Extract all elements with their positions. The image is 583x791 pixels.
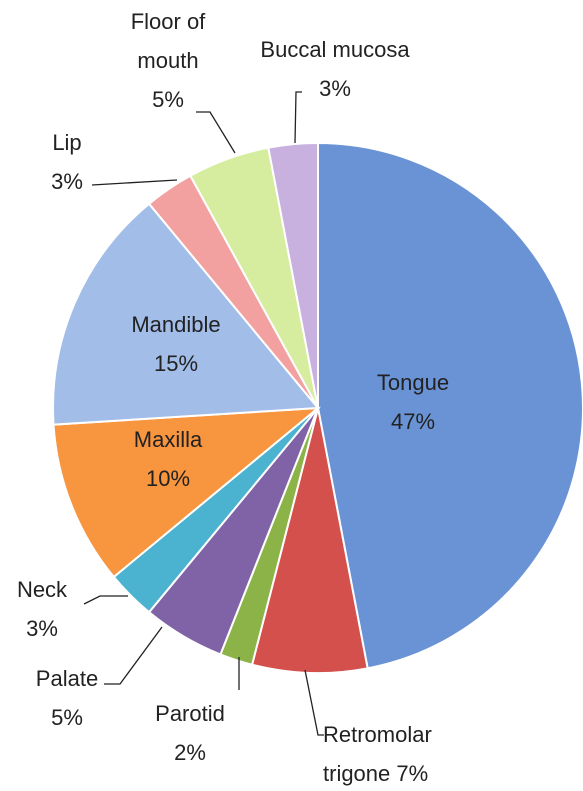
slice-label: Buccal mucosa 3% <box>230 30 440 108</box>
leader-line <box>294 91 302 144</box>
leader-line <box>91 179 178 186</box>
leader-line <box>304 669 324 736</box>
slice-label: Mandible 15% <box>96 305 256 383</box>
category-name: Floor of mouth <box>130 9 206 73</box>
value-label: 47% <box>390 409 436 434</box>
slice-label: Palate 5% <box>17 659 117 737</box>
slice <box>267 141 319 409</box>
slice <box>250 407 369 674</box>
category-name: Lip <box>52 130 82 155</box>
value-label: 5% <box>51 705 83 730</box>
slice-label: Maxilla 10% <box>98 420 238 498</box>
leader-line <box>196 111 236 154</box>
category-name: Parotid <box>155 701 225 726</box>
category-name: Retromolar trigone <box>323 722 432 786</box>
category-name: Mandible <box>131 312 221 337</box>
value-label: 15% <box>153 351 199 376</box>
slice-label: Neck 3% <box>0 570 84 648</box>
leader-line <box>104 626 163 685</box>
category-name: Maxilla <box>133 427 203 452</box>
slice-label: Lip 3% <box>30 123 104 201</box>
value-label: 3% <box>51 169 83 194</box>
slice <box>52 406 322 579</box>
category-name: Neck <box>16 577 68 602</box>
slice-label: Tongue 47% <box>343 363 483 441</box>
value-label: 10% <box>145 466 191 491</box>
slice-label: Floor of mouth 5% <box>110 2 226 119</box>
value-label: 7% <box>396 761 429 786</box>
category-name: Palate <box>35 666 99 691</box>
slice <box>52 202 321 426</box>
slice-label: Retromolar trigone 7% <box>323 715 478 791</box>
category-name: Buccal mucosa <box>260 37 410 62</box>
slice <box>317 141 583 670</box>
value-label: 3% <box>319 76 351 101</box>
leader-line <box>83 595 128 605</box>
slice-label: Parotid 2% <box>130 694 250 772</box>
value-label: 3% <box>26 616 58 641</box>
value-label: 5% <box>152 87 184 112</box>
value-label: 2% <box>174 740 206 765</box>
category-name: Tongue <box>376 370 450 395</box>
